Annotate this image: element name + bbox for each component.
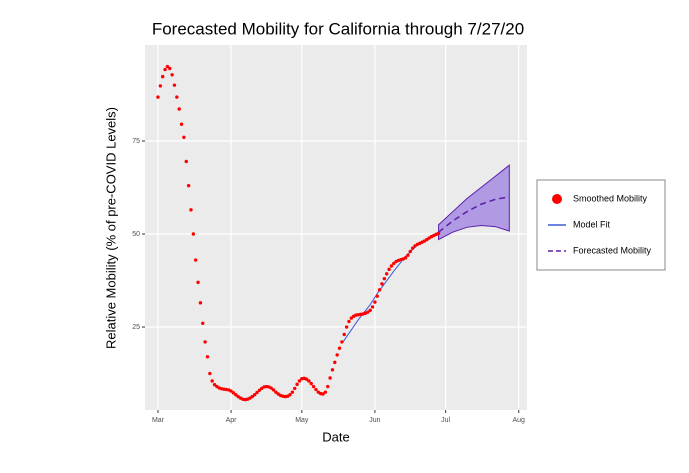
- forecast-line: [438, 196, 510, 233]
- point: [186, 183, 191, 188]
- point: [347, 319, 351, 324]
- y-tick-label: 25: [132, 324, 140, 331]
- chart-title: Forecasted Mobility for California throu…: [152, 19, 524, 38]
- point: [370, 305, 375, 309]
- point: [189, 208, 193, 212]
- point: [255, 390, 259, 395]
- point: [304, 377, 309, 381]
- point: [191, 232, 196, 236]
- point: [170, 73, 174, 77]
- point: [201, 321, 205, 326]
- point: [208, 371, 212, 376]
- y-tick-label: 75: [132, 138, 140, 145]
- point: [203, 340, 207, 344]
- point: [168, 66, 172, 71]
- point: [165, 64, 170, 69]
- point: [333, 360, 337, 365]
- point: [309, 381, 313, 386]
- forecast-band: [438, 164, 510, 241]
- point: [179, 122, 184, 126]
- point: [340, 340, 344, 344]
- point: [196, 280, 200, 285]
- point: [349, 316, 354, 320]
- x-tick-label: Jul: [441, 417, 450, 424]
- point: [257, 388, 262, 392]
- point: [212, 382, 217, 387]
- point: [403, 256, 408, 260]
- x-tick-label: Apr: [226, 417, 238, 424]
- point: [408, 249, 412, 254]
- point: [368, 308, 372, 312]
- point: [295, 382, 299, 387]
- point: [252, 393, 257, 397]
- point: [193, 258, 198, 262]
- point: [172, 83, 177, 87]
- x-axis-label: Date: [322, 429, 349, 444]
- legend-label: Model Fit: [573, 219, 611, 229]
- point: [198, 301, 203, 305]
- point: [387, 267, 391, 272]
- point: [231, 391, 236, 395]
- point: [184, 159, 188, 164]
- point: [163, 67, 167, 72]
- point: [210, 379, 214, 383]
- point: [337, 346, 342, 350]
- point: [229, 389, 233, 393]
- y-axis-label: Relative Mobility (% of pre-COVID Levels…: [103, 107, 118, 349]
- point: [406, 253, 410, 257]
- legend-label: Smoothed Mobility: [573, 193, 648, 203]
- point: [344, 325, 349, 329]
- point: [366, 310, 370, 314]
- point: [156, 95, 160, 99]
- point: [392, 261, 396, 266]
- point: [311, 384, 316, 389]
- point: [389, 264, 394, 268]
- point: [250, 394, 254, 399]
- point: [335, 353, 339, 357]
- point: [384, 272, 389, 276]
- point: [410, 246, 415, 250]
- point: [436, 231, 441, 235]
- point: [330, 368, 335, 372]
- legend-label: Forecasted Mobility: [573, 245, 652, 255]
- point: [326, 384, 330, 389]
- point: [271, 388, 276, 392]
- x-tick-label: May: [295, 417, 309, 424]
- point: [290, 390, 295, 394]
- point: [297, 379, 302, 383]
- x-tick-label: Jun: [369, 417, 380, 424]
- x-tick-label: Mar: [152, 417, 165, 424]
- point: [182, 135, 186, 139]
- point: [342, 332, 346, 337]
- point: [382, 276, 387, 281]
- point: [269, 386, 273, 390]
- point: [274, 390, 278, 394]
- y-tick-label: 50: [132, 231, 140, 238]
- point: [177, 107, 181, 111]
- point: [375, 294, 379, 298]
- point: [288, 393, 292, 397]
- point: [160, 74, 165, 79]
- point: [234, 393, 238, 397]
- point: [158, 84, 163, 88]
- point: [314, 387, 318, 392]
- point: [328, 376, 332, 380]
- point: [175, 95, 179, 99]
- x-tick-label: Aug: [513, 417, 526, 424]
- point: [205, 355, 210, 359]
- legend-marker: [552, 194, 562, 204]
- point: [380, 282, 384, 286]
- point: [293, 386, 297, 391]
- point: [373, 300, 377, 304]
- point: [321, 392, 325, 396]
- point: [307, 379, 311, 383]
- point: [377, 288, 382, 292]
- point: [323, 390, 328, 394]
